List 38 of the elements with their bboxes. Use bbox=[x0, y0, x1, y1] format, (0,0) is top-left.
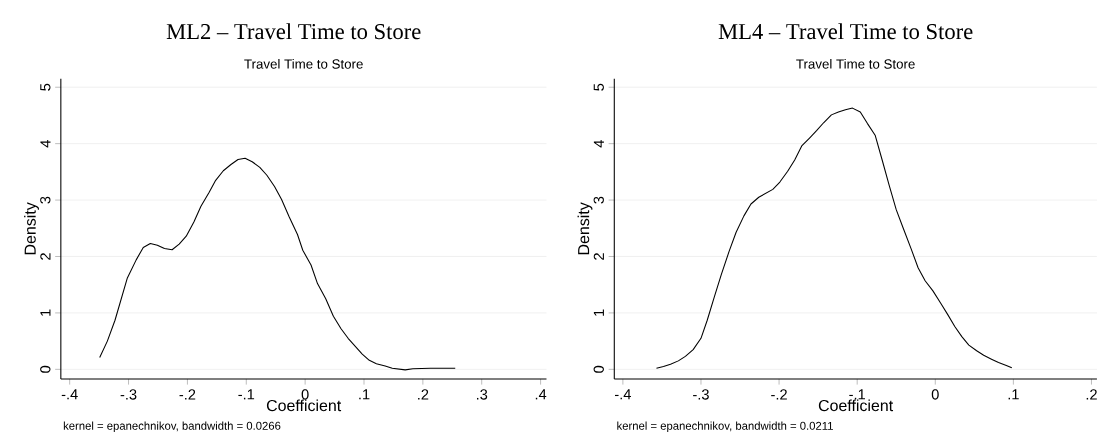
text: kernel = epanechnikov, bandwidth = 0.0266 bbox=[63, 421, 281, 433]
x-tick-label: .1 bbox=[359, 389, 370, 400]
x-tick-label: .4 bbox=[535, 389, 547, 400]
y-tick-label: 4 bbox=[593, 140, 604, 148]
y-tick-label: 2 bbox=[40, 253, 51, 260]
y-axis-title: Density bbox=[577, 202, 593, 255]
x-tick-label: -.4 bbox=[614, 389, 631, 400]
y-tick-label: 3 bbox=[40, 196, 51, 204]
chart-title: ML4 – Travel Time to Store bbox=[718, 23, 973, 40]
y-tick-label: 5 bbox=[40, 83, 51, 91]
y-tick-label: 3 bbox=[593, 196, 604, 204]
x-tick-label: 0 bbox=[931, 389, 939, 400]
text: kernel = epanechnikov, bandwidth = 0.0211 bbox=[617, 421, 833, 433]
y-tick-label: 0 bbox=[40, 365, 51, 373]
x-tick-label: -.3 bbox=[693, 389, 709, 400]
x-tick-label: .3 bbox=[476, 389, 488, 400]
x-tick-label: .1 bbox=[1008, 389, 1019, 400]
chart-title: ML2 – Travel Time to Store bbox=[166, 23, 421, 40]
y-tick-label: 1 bbox=[40, 309, 51, 316]
x-tick-label: -.2 bbox=[771, 389, 787, 400]
x-axis-title: Coefficient bbox=[266, 399, 342, 412]
chart-subtitle: Travel Time to Store bbox=[244, 59, 363, 69]
x-tick-label: .2 bbox=[418, 389, 429, 400]
x-tick-label: -.4 bbox=[61, 389, 78, 400]
x-tick-label: -.1 bbox=[238, 389, 255, 400]
y-tick-label: 5 bbox=[593, 83, 604, 91]
x-tick-label: -.1 bbox=[849, 389, 865, 400]
y-tick-label: 4 bbox=[40, 140, 51, 148]
x-tick-label: -.3 bbox=[120, 389, 137, 400]
y-tick-label: 1 bbox=[593, 309, 604, 316]
y-axis-title: Density bbox=[24, 202, 39, 255]
chart-subtitle: Travel Time to Store bbox=[796, 59, 915, 69]
x-axis-title: Coefficient bbox=[818, 399, 894, 412]
x-tick-label: .2 bbox=[1086, 389, 1097, 400]
x-tick-label: -.2 bbox=[179, 389, 196, 400]
y-tick-label: 2 bbox=[593, 253, 604, 260]
x-tick-label: 0 bbox=[301, 389, 309, 400]
y-tick-label: 0 bbox=[593, 365, 604, 373]
